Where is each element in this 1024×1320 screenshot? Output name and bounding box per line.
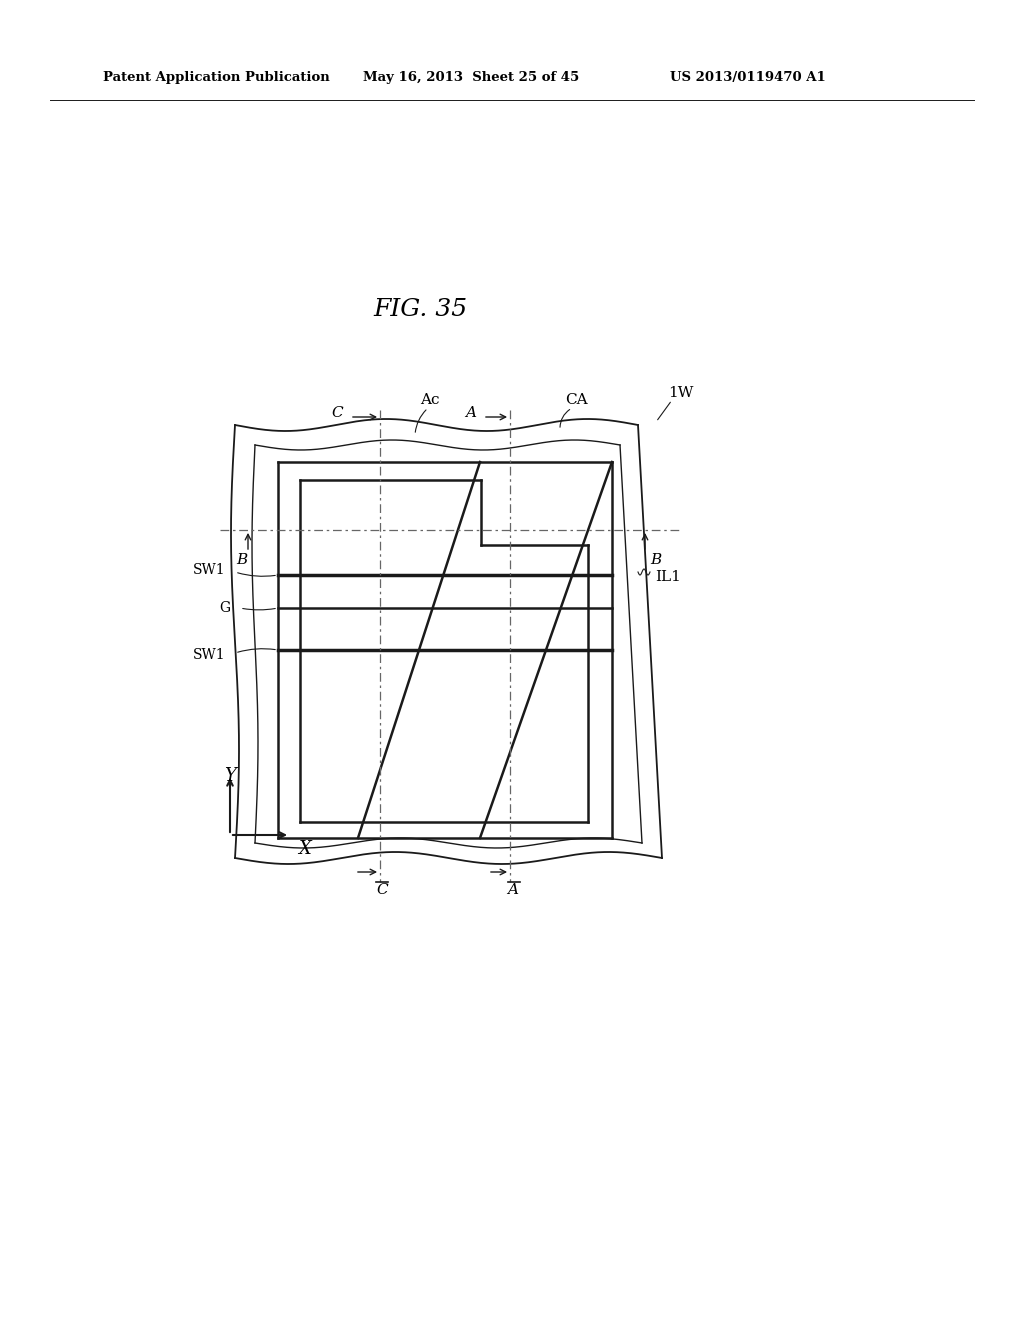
- Text: IL1: IL1: [655, 570, 681, 583]
- Text: Ac: Ac: [420, 393, 439, 407]
- Text: Y: Y: [224, 767, 236, 785]
- Text: B: B: [237, 553, 248, 568]
- Text: G: G: [219, 601, 230, 615]
- Text: May 16, 2013  Sheet 25 of 45: May 16, 2013 Sheet 25 of 45: [362, 70, 580, 83]
- Text: SW1: SW1: [193, 564, 225, 577]
- Text: FIG. 35: FIG. 35: [373, 298, 467, 322]
- Text: CA: CA: [565, 393, 588, 407]
- Text: US 2013/0119470 A1: US 2013/0119470 A1: [670, 70, 825, 83]
- Text: B: B: [650, 553, 662, 568]
- Text: A: A: [465, 407, 476, 420]
- Text: 1W: 1W: [668, 385, 693, 400]
- Text: SW1: SW1: [193, 648, 225, 663]
- Text: X: X: [298, 840, 311, 858]
- Text: C: C: [332, 407, 343, 420]
- Text: Patent Application Publication: Patent Application Publication: [103, 70, 330, 83]
- Text: A: A: [508, 883, 518, 898]
- Text: C: C: [376, 883, 388, 898]
